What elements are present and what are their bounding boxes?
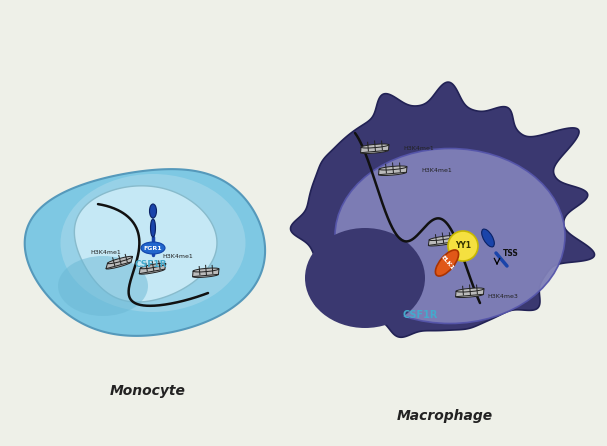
Polygon shape bbox=[192, 269, 219, 277]
Ellipse shape bbox=[429, 235, 457, 240]
Ellipse shape bbox=[335, 149, 565, 323]
Text: H3K4me1: H3K4me1 bbox=[421, 168, 452, 173]
Ellipse shape bbox=[139, 268, 165, 274]
Text: H3K4me1: H3K4me1 bbox=[90, 251, 121, 256]
Ellipse shape bbox=[61, 174, 245, 312]
Ellipse shape bbox=[192, 273, 219, 277]
Polygon shape bbox=[379, 167, 407, 175]
Polygon shape bbox=[75, 186, 217, 302]
Text: CSF1R: CSF1R bbox=[135, 260, 168, 269]
Ellipse shape bbox=[456, 293, 483, 297]
Text: H3K4me3: H3K4me3 bbox=[487, 293, 518, 298]
Ellipse shape bbox=[149, 204, 157, 218]
Polygon shape bbox=[139, 264, 166, 274]
Polygon shape bbox=[25, 169, 265, 336]
Polygon shape bbox=[456, 289, 484, 297]
Text: H3K4me1: H3K4me1 bbox=[162, 253, 193, 259]
Ellipse shape bbox=[361, 149, 388, 153]
Text: CSF1R: CSF1R bbox=[402, 310, 438, 320]
Ellipse shape bbox=[106, 262, 131, 269]
Ellipse shape bbox=[456, 288, 484, 292]
Text: TSS: TSS bbox=[503, 249, 519, 258]
Ellipse shape bbox=[140, 263, 166, 269]
Ellipse shape bbox=[482, 229, 494, 247]
Text: Macrophage: Macrophage bbox=[397, 409, 493, 423]
Text: FGR1: FGR1 bbox=[144, 245, 162, 251]
Ellipse shape bbox=[193, 268, 219, 272]
Polygon shape bbox=[429, 236, 457, 245]
Ellipse shape bbox=[379, 171, 407, 175]
Polygon shape bbox=[106, 256, 132, 268]
Ellipse shape bbox=[435, 250, 459, 276]
Text: ELK1: ELK1 bbox=[439, 255, 455, 271]
Ellipse shape bbox=[429, 241, 456, 246]
Ellipse shape bbox=[305, 228, 425, 328]
Polygon shape bbox=[361, 145, 389, 153]
Ellipse shape bbox=[379, 166, 407, 170]
Ellipse shape bbox=[58, 256, 148, 316]
Ellipse shape bbox=[361, 144, 389, 148]
Text: YY1: YY1 bbox=[455, 241, 471, 251]
Text: H3K4me1: H3K4me1 bbox=[403, 145, 434, 150]
Ellipse shape bbox=[151, 219, 155, 237]
Text: Monocyte: Monocyte bbox=[110, 384, 186, 398]
Polygon shape bbox=[291, 82, 594, 337]
Ellipse shape bbox=[107, 256, 132, 264]
Circle shape bbox=[448, 231, 478, 261]
Ellipse shape bbox=[141, 242, 165, 254]
